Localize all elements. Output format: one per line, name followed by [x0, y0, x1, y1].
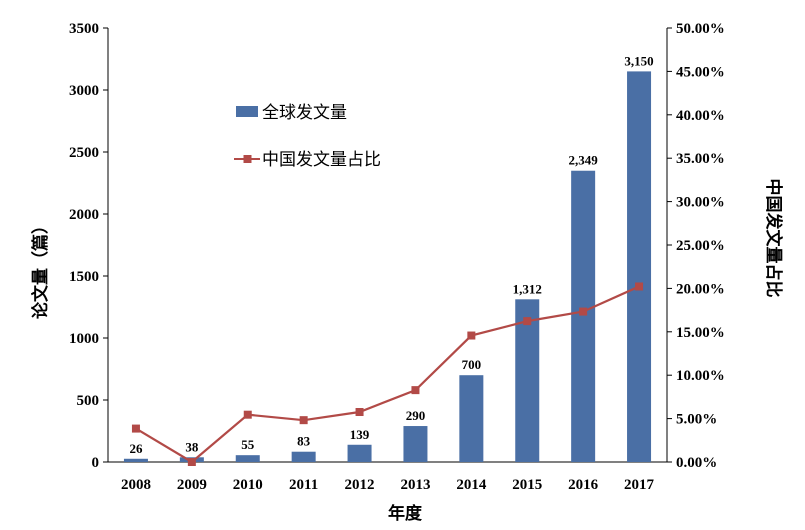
bar-data-label: 38 — [185, 439, 199, 454]
x-tick-label: 2014 — [456, 477, 487, 493]
right-tick-label: 35.00% — [676, 151, 725, 167]
bar — [123, 458, 148, 462]
legend-bar-label: 全球发文量 — [262, 103, 347, 123]
x-tick-label: 2013 — [400, 477, 430, 493]
left-tick-label: 0 — [92, 455, 100, 471]
bar — [571, 170, 596, 462]
bar-data-label: 700 — [462, 357, 482, 372]
bar — [347, 444, 372, 462]
bar-data-label: 1,312 — [513, 281, 542, 296]
left-tick-label: 3000 — [69, 83, 99, 99]
right-tick-label: 15.00% — [676, 325, 725, 341]
bar — [515, 299, 540, 462]
right-axis-ticks: 0.00% 5.00% 10.00% 15.00% 20.00% 25.00% 30.00%… — [667, 21, 725, 471]
line-point — [187, 458, 196, 466]
bar-data-label: 55 — [241, 437, 255, 452]
bar-data-label: 139 — [350, 427, 370, 442]
bar — [627, 71, 652, 463]
bar — [459, 375, 484, 462]
line-point — [299, 416, 308, 425]
x-tick-label: 2015 — [512, 477, 542, 493]
x-tick-label: 2012 — [345, 477, 375, 493]
legend-line-marker — [243, 155, 252, 163]
right-tick-label: 5.00% — [676, 412, 717, 428]
line-point — [467, 331, 476, 340]
legend-bar-swatch — [236, 106, 258, 117]
legend-line-label: 中国发文量占比 — [262, 150, 381, 170]
line-path — [135, 285, 640, 464]
line-point — [523, 317, 532, 326]
bar-data-labels: 26 38 55 83 139 290 700 1,312 2,349 3,150 — [129, 53, 653, 455]
x-tick-label: 2009 — [177, 477, 207, 493]
bar-series — [123, 71, 652, 463]
left-axis-ticks: 0 500 1000 1500 2000 2500 3000 3500 — [69, 21, 108, 471]
left-tick-label: 500 — [77, 393, 100, 409]
right-tick-label: 10.00% — [676, 368, 725, 384]
bar-data-label: 3,150 — [624, 53, 653, 68]
line-series — [131, 282, 644, 466]
x-axis-ticks: 2008 2009 2010 2011 2012 2013 2014 2015 2016 2017 — [121, 477, 655, 493]
left-tick-label: 2500 — [69, 145, 99, 161]
line-point — [243, 410, 252, 419]
right-tick-label: 0.00% — [676, 455, 717, 471]
bar-data-label: 83 — [297, 434, 311, 449]
bar — [235, 455, 260, 462]
right-tick-label: 50.00% — [676, 21, 725, 37]
bar — [403, 426, 428, 462]
left-tick-label: 3500 — [69, 21, 99, 37]
right-tick-label: 30.00% — [676, 195, 725, 211]
right-tick-label: 45.00% — [676, 64, 725, 80]
x-tick-label: 2011 — [289, 477, 318, 493]
x-tick-label: 2010 — [233, 477, 263, 493]
bar-data-label: 26 — [129, 441, 143, 456]
bar-data-label: 290 — [406, 408, 426, 423]
right-tick-label: 40.00% — [676, 108, 725, 124]
x-tick-label: 2017 — [624, 477, 655, 493]
bar — [291, 451, 316, 462]
right-tick-label: 20.00% — [676, 281, 725, 297]
right-tick-label: 25.00% — [676, 238, 725, 254]
x-tick-label: 2016 — [568, 477, 599, 493]
x-tick-label: 2008 — [121, 477, 151, 493]
line-point — [355, 408, 364, 417]
left-axis-title: 论文量（篇） — [30, 217, 51, 319]
line-point — [579, 307, 588, 316]
line-point — [635, 282, 644, 291]
left-tick-label: 1500 — [69, 269, 99, 285]
line-point — [131, 424, 140, 433]
left-tick-label: 2000 — [69, 207, 99, 223]
line-point — [411, 386, 420, 395]
legend: 全球发文量 中国发文量占比 — [234, 103, 381, 170]
x-axis-title: 年度 — [388, 503, 423, 524]
bar-data-label: 2,349 — [569, 153, 599, 168]
left-tick-label: 1000 — [69, 331, 99, 347]
right-axis-title: 中国发文量占比 — [763, 179, 784, 298]
